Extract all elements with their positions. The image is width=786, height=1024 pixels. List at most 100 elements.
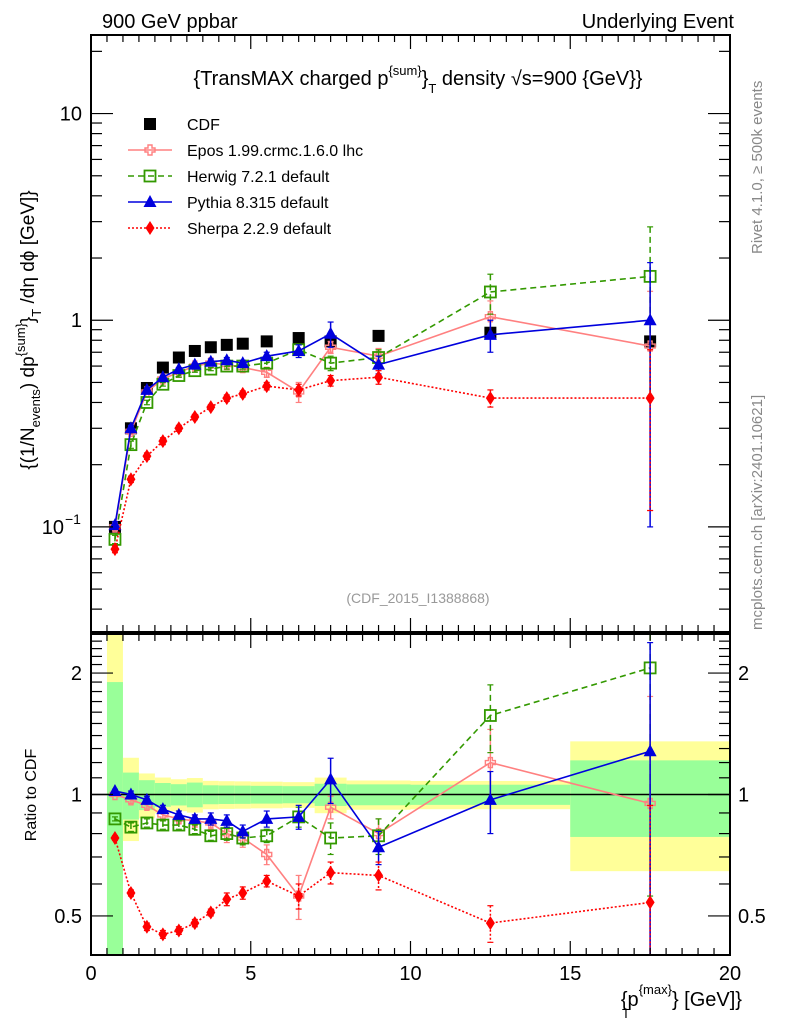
data-point xyxy=(261,848,273,861)
data-point xyxy=(158,927,168,942)
legend-label: Pythia 8.315 default xyxy=(187,195,329,212)
y-tick-label: 1 xyxy=(71,310,82,332)
data-point xyxy=(158,434,168,449)
data-point xyxy=(238,885,248,900)
data-point xyxy=(204,811,218,824)
data-point xyxy=(324,801,337,813)
data-point xyxy=(140,792,154,805)
data-point xyxy=(485,916,495,931)
x-tick-label: 15 xyxy=(559,963,581,985)
data-point xyxy=(190,410,200,425)
data-point xyxy=(294,889,304,904)
data-point xyxy=(236,356,250,369)
data-point xyxy=(262,874,272,889)
legend: CDF Epos 1.99.crmc.1.6.0 lhc Herwig 7.2.1 … xyxy=(128,117,363,238)
data-point xyxy=(124,820,138,834)
data-point xyxy=(142,449,152,464)
title-sup: {sum} xyxy=(388,63,422,78)
data-point xyxy=(156,361,169,374)
data-point xyxy=(172,362,186,375)
data-point xyxy=(220,813,234,826)
data-point xyxy=(126,472,136,487)
data-point xyxy=(142,919,152,934)
ratio-y-tick-label-right: 2 xyxy=(738,663,749,685)
header-left: 900 GeV ppbar xyxy=(102,11,238,33)
chart-title: {TransMAX charged p{sum}}T density √s=90… xyxy=(194,63,643,96)
data-point xyxy=(374,868,384,883)
data-point xyxy=(644,797,656,810)
data-point xyxy=(483,327,497,340)
x-axis-label: {p{max}} [GeV]} xyxy=(621,982,742,1011)
data-point xyxy=(110,542,120,557)
series-group xyxy=(108,226,657,956)
data-point xyxy=(156,802,170,815)
mcplots-label: mcplots.cern.ch [arXiv:2401.10621] xyxy=(749,395,766,630)
legend-marker xyxy=(145,221,155,235)
y-tick-label-exponent: −1 xyxy=(65,511,81,527)
data-point xyxy=(326,373,336,388)
data-point xyxy=(372,329,385,342)
data-point xyxy=(220,338,233,351)
data-point xyxy=(372,840,386,853)
data-point xyxy=(222,892,232,907)
legend-marker xyxy=(144,118,156,130)
data-point xyxy=(324,326,338,339)
ratio-y-axis-label: Ratio to CDF xyxy=(23,749,40,842)
ratio-series-line xyxy=(114,837,651,936)
data-point xyxy=(260,811,274,824)
legend-item: Pythia 8.315 default xyxy=(128,195,329,212)
data-point xyxy=(188,344,201,357)
data-point xyxy=(172,351,185,364)
data-point xyxy=(204,341,217,354)
data-point xyxy=(484,756,497,769)
series-3 xyxy=(110,349,655,557)
data-point xyxy=(262,379,272,394)
data-point xyxy=(324,831,338,845)
legend-item: CDF xyxy=(144,117,220,134)
x-axis-label-sub: T xyxy=(622,1006,630,1021)
data-point xyxy=(292,332,305,345)
analysis-tag: (CDF_2015_I1388868) xyxy=(346,590,489,606)
title-post: density √s=900 {GeV}} xyxy=(436,68,642,90)
x-tick-label: 5 xyxy=(245,963,256,985)
ratio-y-tick-label: 2 xyxy=(71,663,82,685)
data-point xyxy=(124,421,138,434)
data-point xyxy=(292,343,306,356)
data-point xyxy=(483,792,497,805)
data-point xyxy=(292,809,306,822)
ratio-y-tick-label-right: 0.5 xyxy=(738,906,766,928)
legend-marker xyxy=(144,144,156,156)
data-point xyxy=(204,829,218,843)
data-point xyxy=(204,354,218,367)
data-point xyxy=(324,356,338,370)
data-point xyxy=(124,787,138,800)
legend-label: Epos 1.99.crmc.1.6.0 lhc xyxy=(187,143,363,160)
data-point xyxy=(156,370,170,383)
data-point xyxy=(260,335,273,348)
legend-item: Sherpa 2.2.9 default xyxy=(128,221,332,238)
data-point xyxy=(324,341,337,353)
data-point xyxy=(108,784,122,797)
ratio-y-tick-label: 1 xyxy=(71,785,82,807)
legend-marker xyxy=(143,169,157,183)
data-point xyxy=(222,391,232,406)
data-point xyxy=(156,818,170,832)
data-point xyxy=(190,916,200,931)
data-point xyxy=(188,811,202,824)
ratio-series-3 xyxy=(110,804,655,956)
data-point xyxy=(124,438,138,452)
data-point xyxy=(172,807,186,820)
legend-item: Herwig 7.2.1 default xyxy=(128,169,330,186)
title-pre: {TransMAX charged p xyxy=(194,68,389,90)
data-point xyxy=(140,816,154,830)
y-tick-label: 10 xyxy=(42,517,64,539)
legend-label: Herwig 7.2.1 default xyxy=(187,169,330,186)
rivet-label: Rivet 4.1.0, ≥ 500k events xyxy=(749,81,766,254)
legend-marker xyxy=(143,195,157,207)
data-point xyxy=(260,829,274,843)
data-point xyxy=(236,824,250,837)
data-point xyxy=(238,386,248,401)
ratio-series-line xyxy=(114,667,651,839)
y-axis-label: {(1/Nevents) dp{sum}}T /dη dϕ [GeV]} xyxy=(13,190,44,469)
